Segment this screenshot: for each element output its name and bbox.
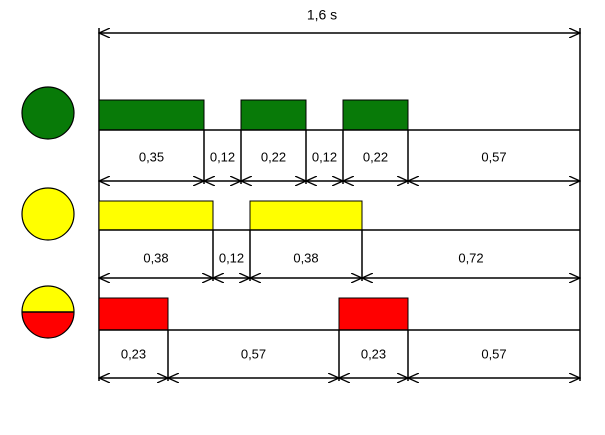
red-yellow-lamp — [21, 285, 75, 339]
lamp-bottom — [22, 312, 74, 338]
lit-phase — [98, 200, 214, 231]
duration-label: 0,12 — [219, 250, 244, 265]
lit-phase — [249, 200, 363, 231]
lit-phase — [338, 297, 409, 331]
duration-label: 0,35 — [139, 149, 164, 164]
duration-label: 0,38 — [293, 250, 318, 265]
green-lamp — [21, 86, 75, 140]
duration-label: 0,57 — [481, 149, 506, 164]
duration-label: 0,22 — [363, 149, 388, 164]
duration-label: 0,12 — [210, 149, 235, 164]
lit-phase — [342, 99, 409, 131]
lit-phase — [98, 99, 205, 131]
lit-phase — [98, 297, 169, 331]
yellow-lamp — [21, 187, 75, 241]
duration-label: 0,72 — [458, 250, 483, 265]
duration-label: 0,22 — [261, 149, 286, 164]
lamp-top — [22, 286, 74, 312]
lit-phase — [240, 99, 307, 131]
duration-label: 0,38 — [143, 250, 168, 265]
duration-label: 0,57 — [481, 346, 506, 361]
total-label: 1,6 s — [307, 7, 337, 23]
duration-label: 0,12 — [312, 149, 337, 164]
duration-label: 0,23 — [121, 346, 146, 361]
duration-label: 0,23 — [361, 346, 386, 361]
duration-label: 0,57 — [241, 346, 266, 361]
